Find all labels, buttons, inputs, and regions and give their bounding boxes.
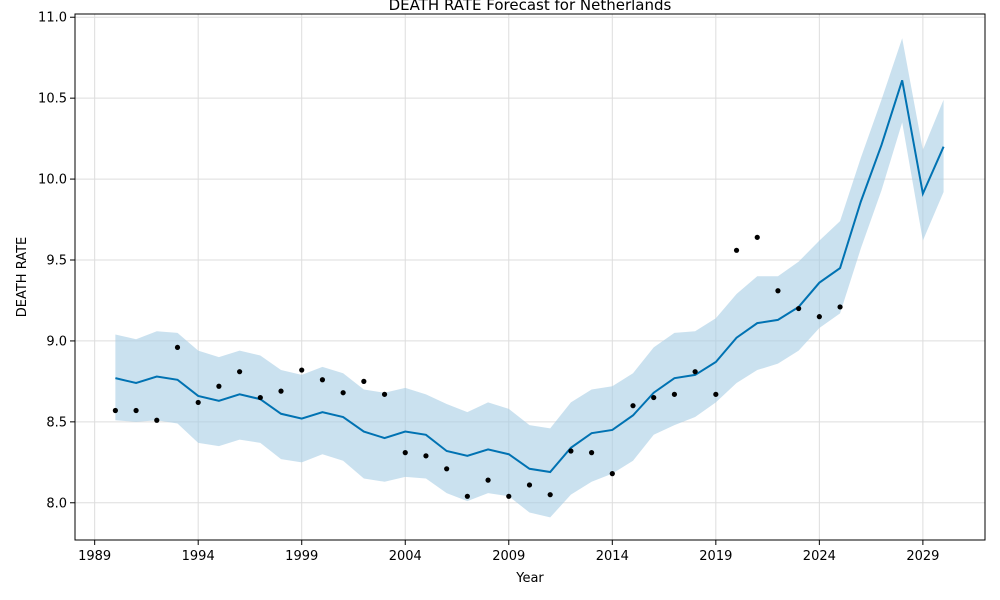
x-tick-label: 2004 [389,549,422,564]
observed-point [692,369,698,375]
x-tick-label: 2019 [699,549,732,564]
observed-point [837,304,843,310]
observed-point [588,450,595,456]
observed-point [796,305,802,312]
observed-point [609,471,615,477]
chart-title: DEATH RATE Forecast for Netherlands [389,0,672,14]
observed-point [506,493,512,499]
forecast-line [115,80,945,474]
plot-frame [74,13,986,541]
observed-point [754,234,760,240]
observed-point [816,314,822,320]
observed-point [630,403,636,409]
observed-point [195,399,201,406]
observed-point [423,453,429,459]
y-axis-label: DEATH RATE [15,237,30,318]
x-tick-label: 1999 [285,549,318,564]
x-tick-label: 2014 [596,549,629,564]
observed-point [775,288,781,294]
observed-points [112,234,843,499]
x-tick-label: 1994 [182,549,215,564]
observed-point [112,407,118,414]
observed-point [381,391,388,397]
observed-point [526,482,533,488]
observed-point [733,247,740,253]
x-tick-label: 2009 [492,549,525,564]
x-tick-label: 2029 [906,549,939,564]
uncertainty-band [115,38,944,518]
x-tick-label: 1989 [78,549,111,564]
observed-point [257,394,263,401]
observed-point [485,477,491,483]
observed-point [216,383,222,389]
observed-point [713,391,719,397]
observed-point [568,448,574,454]
y-tick-label: 9.5 [46,254,67,269]
observed-point [319,377,326,383]
observed-point [361,378,367,384]
observed-point [278,388,284,394]
y-tick-label: 11.0 [38,11,67,26]
observed-point [651,394,657,401]
observed-point [237,369,243,375]
x-axis-label: Year [515,571,544,586]
observed-point [402,450,408,456]
observed-point [133,407,139,414]
x-tick-label: 2024 [803,549,836,564]
observed-point [174,344,181,351]
y-tick-label: 8.0 [46,496,67,511]
y-axis-ticks: 8.0 8.5 9.0 9.5 10.0 10.5 11.0 [38,11,75,511]
observed-point [671,391,678,397]
y-tick-label: 9.0 [46,334,67,349]
observed-point [444,466,450,472]
observed-point [154,417,160,423]
observed-point [464,493,470,499]
observed-point [547,492,553,498]
observed-point [299,367,305,373]
y-tick-label: 8.5 [46,415,67,430]
observed-point [340,390,346,396]
x-axis-ticks: 1989 1994 1999 2004 2009 2014 2019 2024 2029 [78,540,939,564]
y-tick-label: 10.5 [38,92,67,107]
y-tick-label: 10.0 [38,173,67,188]
